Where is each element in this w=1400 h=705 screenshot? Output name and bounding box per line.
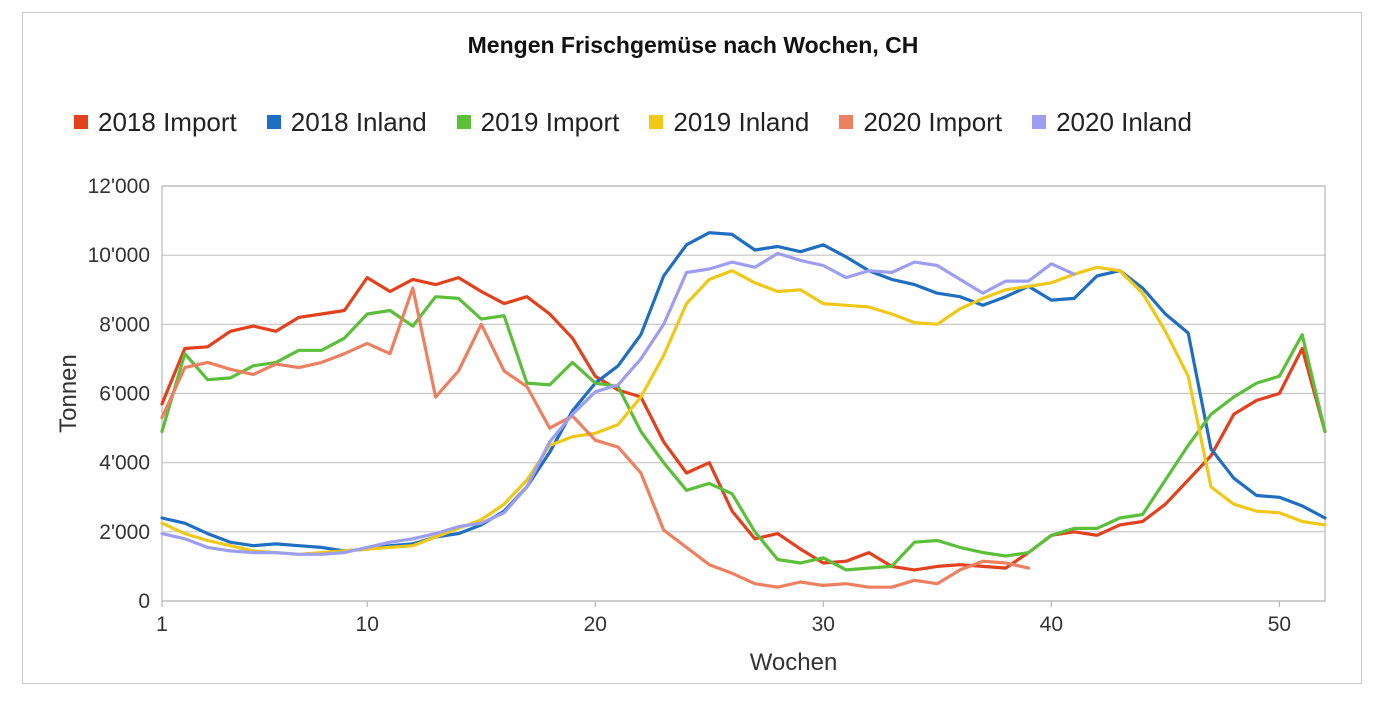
legend-item: 2018 Import (74, 107, 237, 138)
x-tick-label: 30 (812, 613, 835, 636)
legend-label: 2018 Inland (290, 106, 427, 137)
y-tick-label: 2'000 (99, 521, 150, 544)
legend-swatch (649, 115, 664, 129)
x-tick-label: 20 (584, 613, 607, 636)
legend-label: 2018 Import (98, 106, 237, 137)
legend-label: 2019 Import (480, 106, 620, 137)
legend-item: 2019 Import (456, 106, 620, 138)
chart-legend: 2018 Import 2018 Inland 2019 Import 2019 In… (74, 104, 1222, 140)
y-tick-label: 8'000 (99, 313, 150, 336)
y-tick-label: 4'000 (99, 452, 150, 475)
legend-label: 2019 Inland (673, 106, 810, 137)
x-tick-label: 1 (156, 613, 168, 636)
x-tick-label: 50 (1268, 613, 1291, 636)
legend-item: 2020 Inland (1032, 107, 1192, 138)
legend-label: 2020 Import (863, 106, 1003, 137)
x-tick-label: 10 (356, 613, 379, 636)
y-tick-label: 6'000 (99, 383, 150, 406)
y-axis-title: Tonnen (55, 354, 82, 433)
legend-item: 2019 Inland (649, 107, 809, 138)
chart-frame (22, 12, 1362, 684)
plot-border (161, 185, 1326, 602)
y-tick-label: 0 (138, 590, 150, 613)
legend-item: 2018 Inland (266, 106, 427, 138)
legend-item: 2020 Import (839, 107, 1002, 138)
legend-swatch (74, 115, 88, 129)
legend-label: 2020 Inland (1056, 106, 1192, 137)
series-line (160, 286, 1031, 589)
series-line (160, 251, 1076, 556)
x-tick-label: 40 (1040, 613, 1063, 636)
legend-swatch (1032, 115, 1047, 129)
y-tick-label: 12'000 (88, 175, 150, 198)
series-line (160, 276, 1327, 572)
y-tick-label: 10'000 (88, 244, 150, 267)
legend-swatch (266, 115, 281, 129)
legend-swatch (839, 115, 854, 129)
x-axis-title: Wochen (750, 649, 838, 676)
chart-title: Mengen Frischgemüse nach Wochen, CH (467, 32, 919, 58)
series-line (160, 295, 1327, 572)
legend-swatch (456, 115, 471, 129)
